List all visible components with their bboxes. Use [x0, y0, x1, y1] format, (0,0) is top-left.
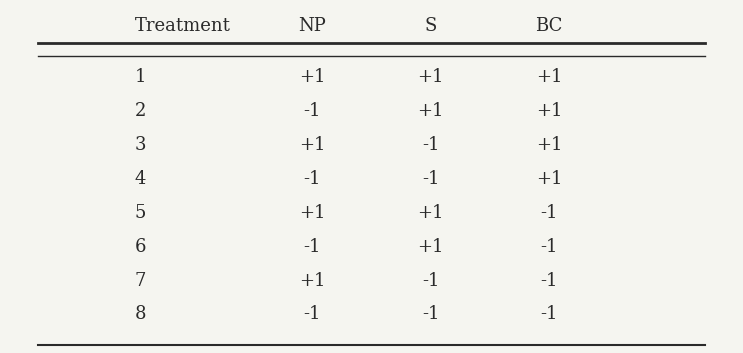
Text: -1: -1 — [540, 271, 558, 289]
Text: -1: -1 — [540, 305, 558, 323]
Text: +1: +1 — [418, 204, 444, 222]
Text: BC: BC — [536, 17, 563, 35]
Text: -1: -1 — [304, 305, 321, 323]
Text: NP: NP — [299, 17, 326, 35]
Text: -1: -1 — [422, 271, 439, 289]
Text: -1: -1 — [540, 204, 558, 222]
Text: -1: -1 — [540, 238, 558, 256]
Text: +1: +1 — [536, 169, 562, 187]
Text: -1: -1 — [304, 238, 321, 256]
Text: +1: +1 — [418, 238, 444, 256]
Text: +1: +1 — [299, 136, 325, 154]
Text: 4: 4 — [134, 169, 146, 187]
Text: +1: +1 — [536, 102, 562, 120]
Text: 1: 1 — [134, 68, 146, 86]
Text: -1: -1 — [422, 136, 439, 154]
Text: +1: +1 — [299, 271, 325, 289]
Text: +1: +1 — [418, 102, 444, 120]
Text: 5: 5 — [134, 204, 146, 222]
Text: 7: 7 — [134, 271, 146, 289]
Text: Treatment: Treatment — [134, 17, 230, 35]
Text: +1: +1 — [536, 136, 562, 154]
Text: -1: -1 — [422, 305, 439, 323]
Text: -1: -1 — [304, 102, 321, 120]
Text: +1: +1 — [418, 68, 444, 86]
Text: 8: 8 — [134, 305, 146, 323]
Text: 6: 6 — [134, 238, 146, 256]
Text: S: S — [424, 17, 437, 35]
Text: 2: 2 — [134, 102, 146, 120]
Text: -1: -1 — [304, 169, 321, 187]
Text: -1: -1 — [422, 169, 439, 187]
Text: +1: +1 — [299, 68, 325, 86]
Text: 3: 3 — [134, 136, 146, 154]
Text: +1: +1 — [299, 204, 325, 222]
Text: +1: +1 — [536, 68, 562, 86]
